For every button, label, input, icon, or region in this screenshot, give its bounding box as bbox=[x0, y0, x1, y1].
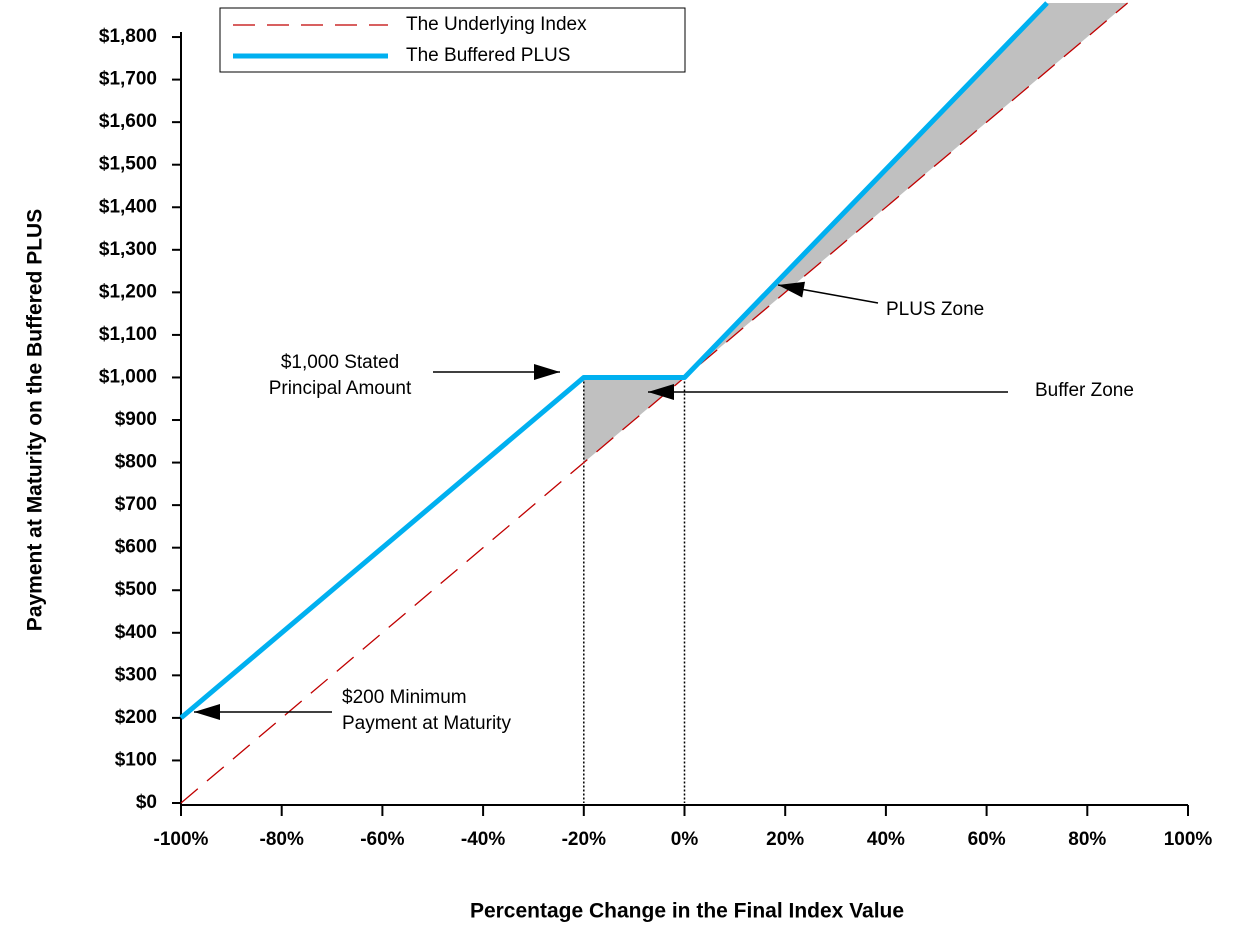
x-axis-title: Percentage Change in the Final Index Val… bbox=[470, 900, 904, 923]
x-tick-label: 20% bbox=[766, 829, 804, 850]
legend: The Underlying Index The Buffered PLUS bbox=[219, 7, 686, 73]
annotation: Principal Amount bbox=[269, 378, 412, 399]
x-tick-label: -20% bbox=[562, 829, 606, 850]
y-tick-label: $300 bbox=[115, 664, 157, 685]
x-tick-label: -40% bbox=[461, 829, 505, 850]
arrow-head bbox=[648, 384, 674, 400]
y-tick-label: $500 bbox=[115, 579, 157, 600]
x-tick-label: 40% bbox=[867, 829, 905, 850]
y-tick-label: $600 bbox=[115, 537, 157, 558]
series-line bbox=[179, 1, 1049, 720]
y-tick-label: $1,700 bbox=[99, 69, 157, 90]
y-tick-label: $1,200 bbox=[99, 281, 157, 302]
y-tick-label: $1,400 bbox=[99, 196, 157, 217]
y-tick-label: $400 bbox=[115, 622, 157, 643]
y-tick-label: $0 bbox=[136, 792, 157, 813]
legend-label: The Buffered PLUS bbox=[406, 45, 570, 66]
annotation: $200 Minimum bbox=[342, 687, 467, 708]
annotation: $1,000 Stated bbox=[281, 352, 399, 373]
arrow-head bbox=[194, 704, 220, 720]
y-tick-label: $200 bbox=[115, 707, 157, 728]
x-tick-label: 60% bbox=[968, 829, 1006, 850]
arrow-head bbox=[778, 281, 806, 298]
x-tick-label: -60% bbox=[360, 829, 404, 850]
y-tick-label: $1,600 bbox=[99, 111, 157, 132]
y-tick-label: $1,300 bbox=[99, 239, 157, 260]
x-tick-label: 80% bbox=[1068, 829, 1106, 850]
arrow-head bbox=[534, 364, 560, 380]
x-tick-label: -80% bbox=[260, 829, 304, 850]
x-tick-label: 100% bbox=[1164, 829, 1213, 850]
y-tick-label: $1,800 bbox=[99, 26, 157, 47]
legend-box bbox=[219, 7, 686, 73]
y-tick-label: $100 bbox=[115, 749, 157, 770]
legend-label: The Underlying Index bbox=[406, 14, 587, 35]
y-tick-label: $700 bbox=[115, 494, 157, 515]
annotation: PLUS Zone bbox=[886, 299, 984, 320]
y-tick-label: $1,500 bbox=[99, 154, 157, 175]
x-tick-label: -100% bbox=[154, 829, 209, 850]
series-line bbox=[180, 2, 1128, 804]
y-axis-title: Payment at Maturity on the Buffered PLUS bbox=[24, 209, 47, 631]
x-tick-label: 0% bbox=[671, 829, 699, 850]
annotation: Buffer Zone bbox=[1035, 380, 1134, 401]
y-tick-label: $800 bbox=[115, 452, 157, 473]
y-tick-label: $1,100 bbox=[99, 324, 157, 345]
y-tick-label: $900 bbox=[115, 409, 157, 430]
annotation: Payment at Maturity bbox=[342, 713, 511, 734]
y-tick-label: $1,000 bbox=[99, 366, 157, 387]
